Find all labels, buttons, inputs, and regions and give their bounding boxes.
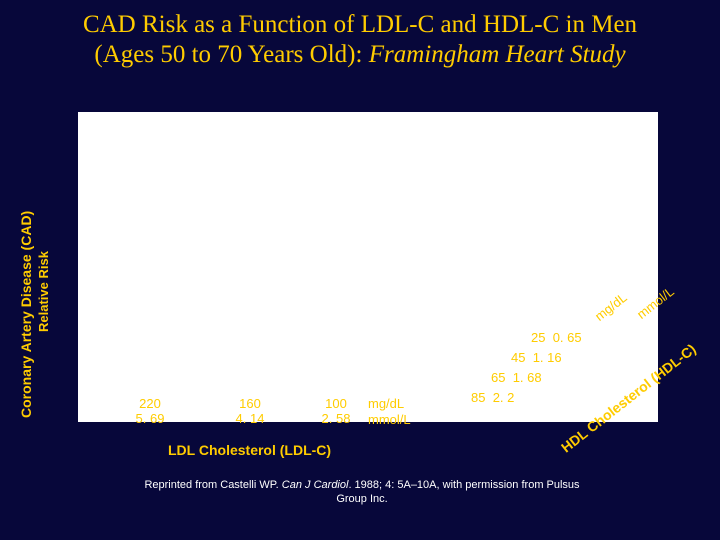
hdl-tick-1: 45 1. 16: [511, 350, 562, 365]
ldl-tick-1-mmol: 4. 14: [220, 411, 280, 426]
citation-suffix: . 1988; 4: 5A–10A, with permission from …: [336, 479, 579, 505]
hdl-tick-2-mgdl: 65: [491, 370, 505, 385]
hdl-tick-3-mmol: 2. 2: [493, 390, 515, 405]
ldl-tick-0-mgdl: 220: [139, 396, 161, 411]
chart-panel: [78, 112, 658, 422]
citation-prefix: Reprinted from Castelli WP.: [144, 479, 281, 491]
hdl-tick-2: 65 1. 68: [491, 370, 542, 385]
hdl-tick-2-mmol: 1. 68: [513, 370, 542, 385]
ldl-tick-2-mmol: 2. 58: [306, 411, 366, 426]
title-line2a: (Ages 50 to 70 Years Old):: [94, 41, 368, 68]
hdl-tick-0: 25 0. 65: [531, 330, 582, 345]
hdl-tick-0-mmol: 0. 65: [553, 330, 582, 345]
y-axis-label-line1: Coronary Artery Disease (CAD): [18, 211, 34, 418]
y-axis-label-line2: Relative Risk: [36, 251, 51, 332]
ldl-unit-mmol: mmol/L: [368, 412, 411, 427]
citation-journal: Can J Cardiol: [282, 479, 349, 491]
hdl-tick-1-mgdl: 45: [511, 350, 525, 365]
ldl-tick-2: 100 2. 58: [306, 396, 366, 426]
ldl-axis-title: LDL Cholesterol (LDL-C): [168, 442, 331, 458]
ldl-tick-2-mgdl: 100: [325, 396, 347, 411]
hdl-tick-0-mgdl: 25: [531, 330, 545, 345]
title-line2b: Framingham Heart Study: [369, 41, 626, 68]
hdl-tick-3-mgdl: 85: [471, 390, 485, 405]
ldl-tick-1: 160 4. 14: [220, 396, 280, 426]
hdl-tick-3: 85 2. 2: [471, 390, 514, 405]
citation: Reprinted from Castelli WP. Can J Cardio…: [132, 478, 592, 507]
title-line1: CAD Risk as a Function of LDL-C and HDL-…: [83, 11, 637, 38]
ldl-unit-mgdl: mg/dL: [368, 396, 404, 411]
slide-title: CAD Risk as a Function of LDL-C and HDL-…: [0, 0, 720, 75]
ldl-tick-0: 220 5. 69: [120, 396, 180, 426]
hdl-tick-1-mmol: 1. 16: [533, 350, 562, 365]
ldl-tick-0-mmol: 5. 69: [120, 411, 180, 426]
ldl-tick-1-mgdl: 160: [239, 396, 261, 411]
